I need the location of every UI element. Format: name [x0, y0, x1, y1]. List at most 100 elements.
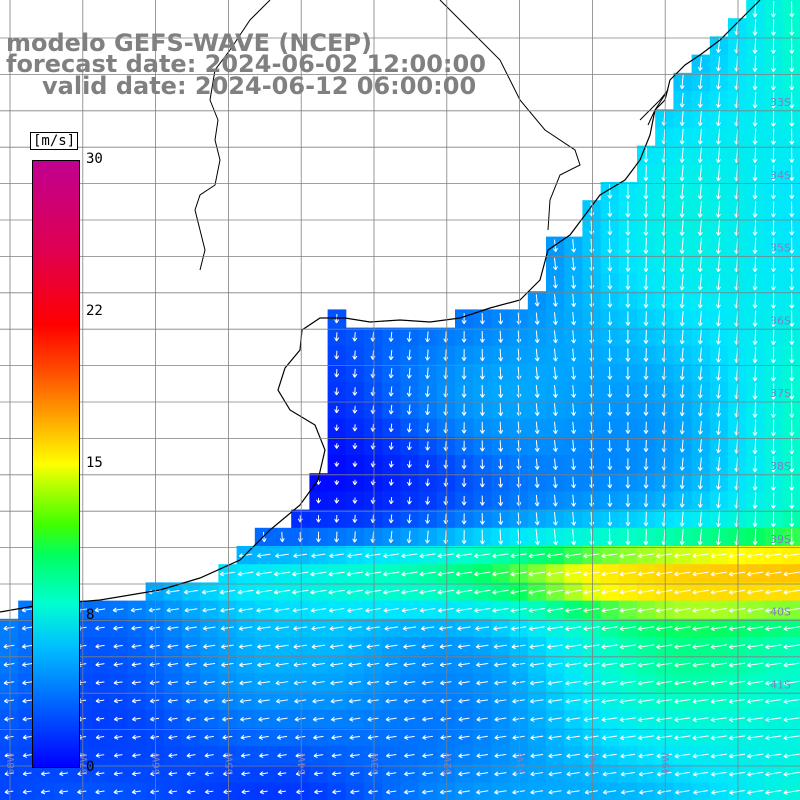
wind-arrow	[366, 662, 380, 668]
wind-arrow	[494, 716, 507, 722]
wind-arrow	[349, 771, 360, 777]
wind-arrow	[494, 735, 507, 740]
wind-arrow	[547, 680, 563, 686]
wind-arrow	[752, 510, 758, 527]
wind-arrow	[697, 439, 703, 453]
wind-arrow	[783, 662, 800, 668]
wind-arrow	[349, 716, 361, 722]
lat-label: 33S	[770, 96, 791, 109]
wind-arrow	[258, 716, 270, 722]
wind-arrow	[710, 680, 727, 686]
wind-arrow	[204, 771, 214, 777]
wind-arrow	[674, 680, 691, 686]
wind-arrow	[679, 128, 685, 145]
wind-arrow	[293, 644, 307, 650]
wind-arrow	[783, 771, 800, 777]
wind-arrow	[583, 680, 600, 686]
wind-arrow	[421, 698, 434, 704]
wind-arrow	[498, 477, 504, 488]
wind-arrow	[329, 553, 344, 559]
wind-arrow	[583, 626, 600, 632]
wind-arrow	[583, 607, 600, 613]
wind-arrow	[770, 1, 776, 18]
wind-arrow	[425, 478, 431, 487]
wind-arrow	[789, 256, 795, 272]
wind-arrow	[607, 238, 613, 254]
wind-arrow	[711, 789, 727, 795]
wind-arrow	[752, 110, 758, 127]
wind-arrow	[625, 311, 631, 326]
wind-arrow	[21, 625, 33, 631]
wind-arrow	[437, 589, 454, 595]
wind-arrow	[256, 625, 271, 631]
wind-arrow	[238, 625, 253, 631]
wind-arrow	[583, 662, 600, 668]
wind-arrow	[479, 513, 485, 525]
wind-arrow	[334, 406, 340, 414]
wind-arrow	[770, 219, 776, 236]
wind-arrow	[674, 717, 691, 723]
lat-label: 34S	[770, 169, 791, 182]
wind-arrow	[770, 165, 776, 181]
wind-arrow	[425, 385, 431, 398]
wind-arrow	[22, 771, 32, 777]
wind-arrow	[221, 662, 234, 668]
wind-arrow	[385, 680, 398, 686]
wind-arrow	[528, 607, 545, 613]
wind-arrow	[95, 625, 105, 631]
wind-arrow	[404, 734, 415, 740]
wind-arrow	[492, 571, 509, 577]
wind-arrow	[752, 146, 758, 163]
wind-arrow	[643, 256, 649, 273]
wind-arrow	[401, 607, 418, 613]
wind-arrow	[697, 110, 703, 127]
wind-arrow	[455, 571, 473, 577]
wind-arrow	[203, 644, 216, 649]
wind-arrow	[479, 477, 485, 488]
wind-arrow	[552, 440, 558, 452]
wind-arrow	[388, 386, 394, 397]
wind-arrow	[458, 771, 470, 777]
wind-arrow	[697, 528, 703, 546]
wind-arrow	[602, 753, 617, 759]
wind-arrow	[528, 553, 545, 559]
wind-arrow	[715, 164, 721, 182]
wind-arrow	[697, 201, 703, 218]
lat-label: 36S	[770, 314, 791, 327]
wind-arrow	[113, 698, 123, 704]
wind-arrow	[747, 717, 764, 723]
wind-arrow	[625, 494, 631, 507]
wind-arrow	[583, 644, 600, 650]
wind-arrow	[512, 680, 526, 686]
wind-arrow	[204, 789, 214, 795]
wind-arrow	[3, 662, 15, 668]
wind-arrow	[479, 366, 485, 380]
wind-arrow	[168, 789, 178, 795]
wind-arrow	[656, 680, 673, 686]
wind-arrow	[547, 644, 563, 650]
wind-arrow	[439, 789, 452, 795]
wind-arrow	[403, 662, 416, 668]
wind-arrow	[149, 662, 160, 668]
wind-arrow	[752, 328, 758, 345]
wind-arrow	[334, 443, 340, 449]
wind-arrow	[237, 589, 254, 595]
wind-arrow	[625, 238, 631, 254]
longitude-labels: 58W 57W 56W 55W 54W 53W 52W 51W 50W 49W	[6, 752, 672, 775]
wind-arrow	[112, 607, 124, 613]
wind-arrow	[167, 643, 179, 649]
wind-arrow	[240, 753, 251, 758]
wind-arrow	[439, 662, 452, 668]
wind-arrow	[607, 458, 613, 471]
wind-arrow	[388, 368, 394, 379]
wind-arrow	[185, 625, 197, 631]
wind-arrow	[715, 292, 721, 309]
wind-arrow	[552, 348, 558, 362]
wind-arrow	[530, 753, 544, 759]
wind-arrow	[186, 789, 196, 795]
wind-arrow	[783, 698, 800, 704]
wind-arrow	[728, 717, 746, 723]
wind-arrow	[619, 698, 636, 704]
wind-arrow	[367, 753, 379, 759]
wind-arrow	[458, 753, 470, 759]
